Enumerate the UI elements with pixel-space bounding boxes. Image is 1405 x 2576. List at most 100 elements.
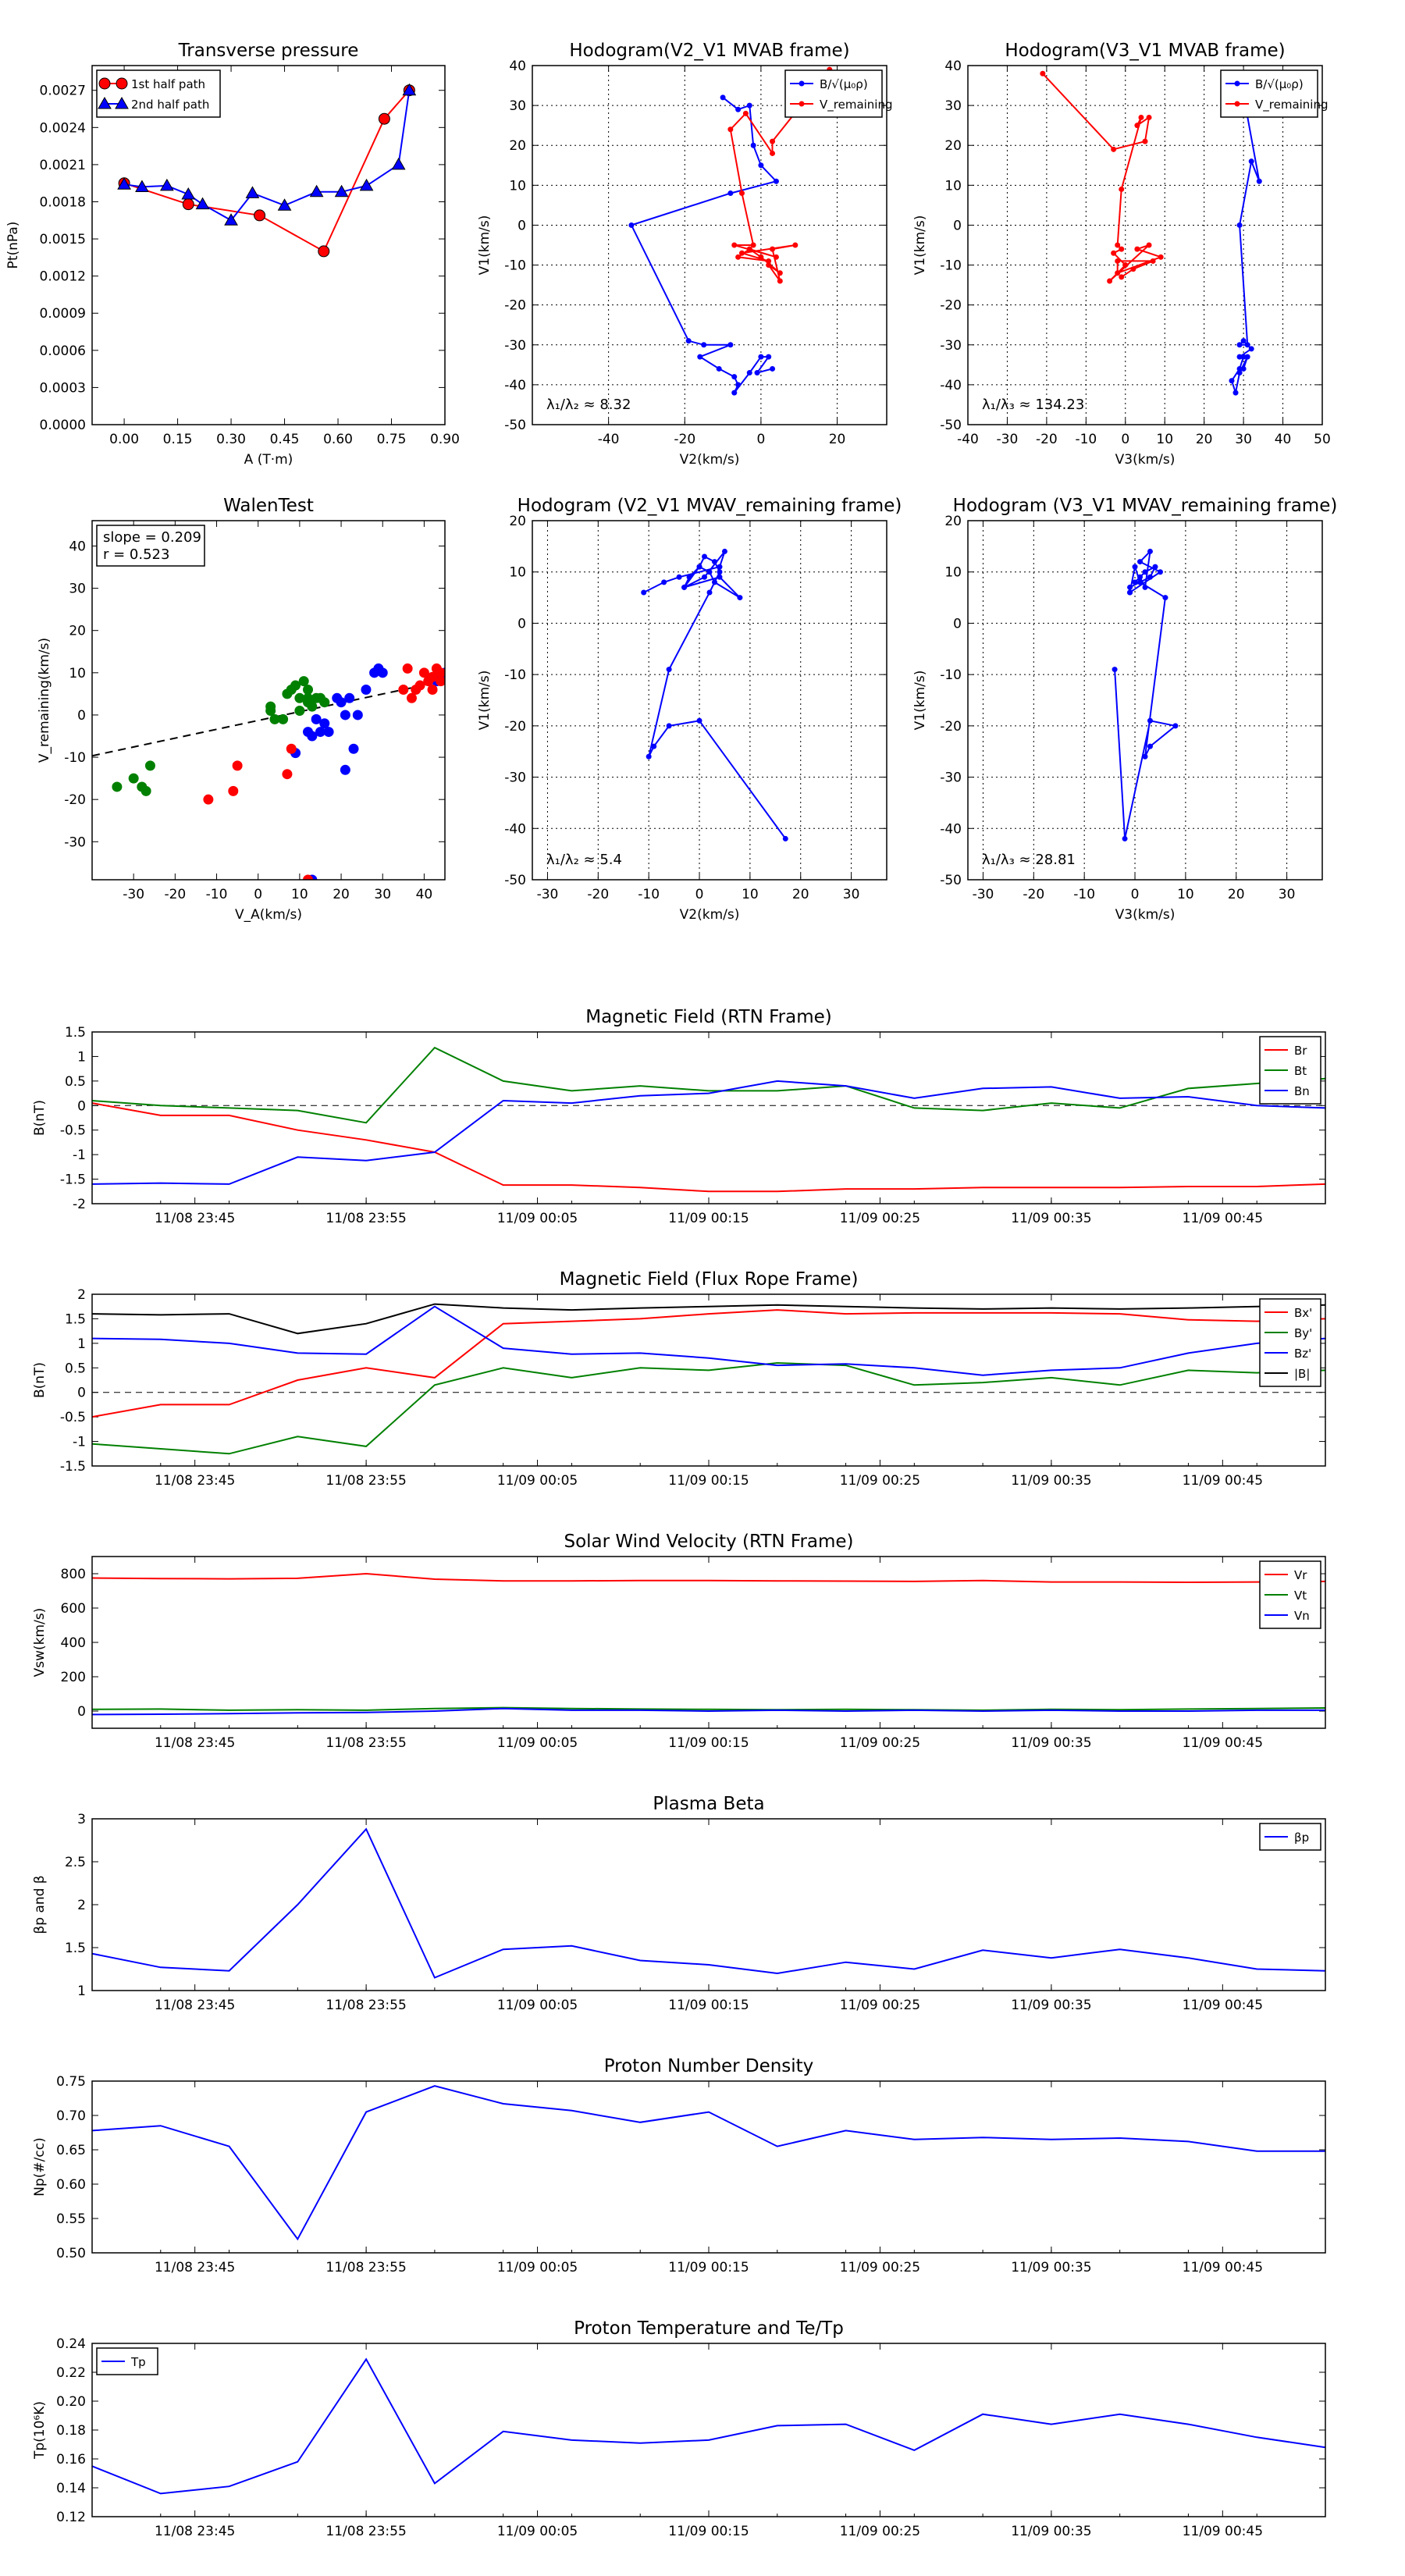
- data-point: [770, 150, 776, 156]
- x-tick-label: 20: [792, 887, 809, 902]
- data-point: [144, 760, 155, 771]
- x-tick-label: 11/09 00:35: [1011, 2524, 1091, 2539]
- plot-area: [1040, 70, 1262, 397]
- data-point: [685, 338, 692, 344]
- ratio-annotation: λ₁/λ₃ ≈ 28.81: [982, 852, 1076, 868]
- y-tick-label: 0.0024: [40, 120, 86, 136]
- y-tick-label: -30: [504, 338, 526, 354]
- chart-title: Plasma Beta: [653, 1794, 764, 1814]
- legend: Bx' By' Bz' |B|: [1259, 1298, 1321, 1387]
- magnetic-field-flux-rope-panel: Magnetic Field (Flux Rope Frame) -1.5 -1 -0…: [32, 1269, 1326, 1489]
- x-tick-label: 0.60: [323, 432, 353, 447]
- series--b--line: [92, 1303, 1325, 1335]
- data-point: [319, 718, 330, 729]
- y-tick-label: 0.70: [56, 2108, 86, 2124]
- x-tick-label: -10: [1073, 887, 1095, 902]
- hodogram-v2v1-mvav-panel: Hodogram (V2_V1 MVAV_remaining frame) -50…: [477, 496, 902, 923]
- x-tick-label: 11/08 23:55: [325, 1473, 406, 1489]
- legend-marker: [1234, 101, 1240, 107]
- legend-label: Bt: [1294, 1064, 1307, 1078]
- plot-area: [92, 2085, 1325, 2241]
- data-point: [112, 781, 123, 792]
- data-point: [666, 667, 672, 673]
- data-point: [720, 94, 726, 101]
- series-tp-line: [92, 2357, 1325, 2495]
- data-point: [436, 676, 445, 687]
- x-tick-label: 10: [1177, 887, 1194, 902]
- y-tick-label: 0.5: [65, 1074, 86, 1090]
- data-point: [1142, 584, 1148, 590]
- x-tick-label: 11/09 00:35: [1011, 1473, 1091, 1489]
- y-tick-label: 0.0000: [40, 418, 86, 433]
- data-point: [418, 667, 429, 678]
- legend-label: By': [1294, 1326, 1312, 1340]
- data-point: [1147, 717, 1153, 724]
- data-point: [1244, 342, 1250, 348]
- x-tick-label: 11/09 00:35: [1011, 2260, 1091, 2275]
- data-point: [1236, 365, 1243, 372]
- x-tick-label: 11/09 00:35: [1011, 1735, 1091, 1751]
- plot-frame: [532, 520, 887, 881]
- series-1st-half-path-line: [123, 90, 411, 253]
- x-tick-label: 11/09 00:45: [1183, 2524, 1263, 2539]
- legend: B/√(μ₀ρ) V_remaining: [1220, 69, 1329, 118]
- x-tick-label: 0.30: [216, 432, 246, 447]
- y-tick-label: 0.16: [56, 2452, 86, 2467]
- legend-label: Vr: [1294, 1568, 1307, 1582]
- data-point: [782, 835, 788, 841]
- y-tick-label: 2: [77, 1287, 86, 1303]
- data-point: [323, 727, 334, 738]
- chart-title: Hodogram (V2_V1 MVAV_remaining frame): [518, 496, 902, 516]
- y-tick-label: 0.0009: [40, 306, 86, 322]
- data-point: [1142, 138, 1148, 144]
- y-tick-label: 0.0012: [40, 269, 86, 285]
- x-tick-label: 11/08 23:45: [155, 1473, 235, 1489]
- y-tick-label: -50: [940, 418, 962, 433]
- x-axis-label: V_A(km/s): [235, 907, 302, 923]
- data-point: [773, 178, 779, 184]
- legend-box: [1259, 1298, 1321, 1387]
- y-tick-label: -50: [940, 873, 962, 888]
- data-point: [758, 254, 764, 260]
- ratio-annotation: λ₁/λ₂ ≈ 8.32: [546, 397, 631, 413]
- x-tick-label: 40: [416, 887, 433, 902]
- x-tick-label: -20: [1036, 432, 1058, 447]
- y-tick-label: 0: [77, 708, 86, 724]
- y-tick-label: 0.55: [56, 2211, 86, 2227]
- y-axis-label: Tp(10⁶K): [32, 2401, 48, 2460]
- data-point: [1119, 274, 1125, 280]
- ratio-annotation: λ₁/λ₃ ≈ 134.23: [982, 397, 1084, 413]
- chart-title: Hodogram(V2_V1 MVAB frame): [569, 41, 849, 61]
- chart-title: Solar Wind Velocity (RTN Frame): [564, 1532, 853, 1552]
- data-point: [319, 697, 330, 708]
- plot-frame: [91, 1293, 1326, 1467]
- chart-title: Proton Number Density: [604, 2056, 814, 2076]
- x-tick-label: 11/08 23:45: [155, 1211, 235, 1226]
- data-point: [1119, 186, 1125, 192]
- data-point: [1142, 569, 1148, 575]
- x-tick-label: 0: [1131, 887, 1140, 902]
- y-tick-label: -30: [940, 338, 962, 354]
- data-point: [696, 717, 702, 724]
- y-tick-label: 30: [69, 582, 86, 597]
- proton-temperature-panel: Proton Temperature and Te/Tp 0.12 0.14 0.16…: [32, 2318, 1326, 2539]
- plot-frame: [91, 1818, 1326, 1991]
- data-point: [770, 246, 776, 252]
- y-tick-label: 0.5: [65, 1361, 86, 1376]
- data-point: [348, 743, 359, 754]
- data-point: [702, 574, 708, 580]
- series-vt-line: [92, 1706, 1325, 1711]
- x-tick-label: -40: [598, 432, 620, 447]
- data-point: [727, 342, 734, 348]
- y-tick-label: 10: [509, 565, 526, 581]
- y-tick-label: -20: [940, 719, 962, 735]
- data-point: [661, 579, 667, 585]
- data-point: [727, 190, 734, 197]
- data-point: [1240, 354, 1247, 360]
- data-point: [1248, 346, 1254, 352]
- x-tick-label: 11/09 00:05: [497, 2524, 578, 2539]
- data-point: [716, 365, 722, 372]
- series-0-line: [1114, 549, 1178, 839]
- data-point: [717, 574, 723, 580]
- data-point: [792, 242, 799, 248]
